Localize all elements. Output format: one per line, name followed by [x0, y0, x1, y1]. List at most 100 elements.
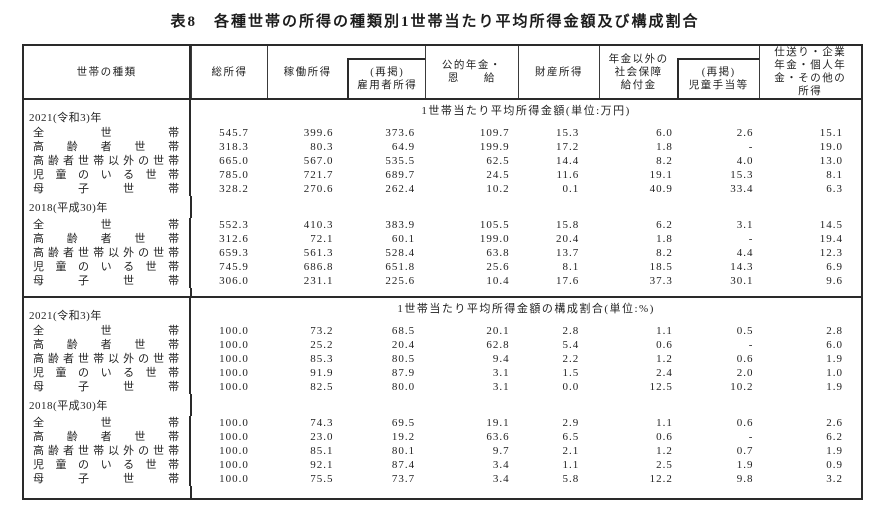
value-cell: 100.0 [219, 353, 249, 365]
column-header-public-pension: 公的年金・ 恩 給 [425, 46, 518, 98]
household-type-label: 高齢者世帯 [24, 140, 192, 154]
section-ratio: 2021(令和3)年 1世帯当たり平均所得金額の構成割合(単位:%) 全世帯 10… [24, 296, 861, 498]
column-header-earned-income: 稼働所得 [266, 46, 348, 98]
value-cell: 665.0 [219, 155, 249, 167]
column-header-total-income: 総所得 [191, 46, 267, 98]
household-type-label: 児童のいる世帯 [24, 260, 192, 274]
value-cell: 87.9 [391, 367, 416, 379]
household-type-label: 母子世帯 [24, 380, 192, 394]
value-cell: 651.8 [385, 261, 416, 273]
value-cell: 6.0 [826, 339, 843, 351]
household-type-label: 母子世帯 [24, 182, 192, 196]
value-cell: 2.1 [562, 445, 580, 457]
value-cell: 306.0 [219, 275, 249, 287]
value-cell: 12.3 [819, 247, 843, 259]
value-cell: 9.4 [492, 353, 510, 365]
household-type-label: 高齢者世帯以外の世帯 [24, 246, 192, 260]
value-cell: 25.6 [486, 261, 510, 273]
value-cell: 100.0 [219, 445, 249, 457]
spacer [24, 288, 861, 296]
value-cell: 0.6 [736, 417, 754, 429]
value-cell: 80.5 [391, 353, 416, 365]
value-cell: 2.6 [736, 127, 754, 139]
household-type-label: 母子世帯 [24, 472, 192, 486]
value-cell: 24.5 [486, 169, 510, 181]
household-type-label: 母子世帯 [24, 274, 192, 288]
household-type-label: 高齢者世帯 [24, 430, 192, 444]
household-type-label: 児童のいる世帯 [24, 168, 192, 182]
household-type-label: 高齢者世帯以外の世帯 [24, 444, 192, 458]
section-band: 2021(令和3)年 1世帯当たり平均所得金額(単位:万円) [24, 100, 861, 126]
table-row: 母子世帯 306.0 231.1 225.6 10.4 17.6 37.3 30.1 9.6 [24, 274, 861, 288]
value-cell: 0.9 [826, 459, 843, 471]
value-cell: 10.2 [730, 381, 754, 393]
value-cell: 92.1 [310, 459, 334, 471]
value-cell: 689.7 [385, 169, 416, 181]
document-title: 表8 各種世帯の所得の種類別1世帯当たり平均所得金額及び構成割合 [170, 14, 700, 30]
table-row: 母子世帯 100.0 82.5 80.0 3.1 0.0 12.5 10.2 1.9 [24, 380, 861, 394]
row-group-2018-ratio: 全世帯 100.0 74.3 69.5 19.1 2.9 1.1 0.6 2.6 高齢者世帯 100… [24, 416, 861, 486]
table-row: 高齢者世帯以外の世帯 659.3 561.3 528.4 63.8 13.7 8.2 4.4 1… [24, 246, 861, 260]
value-cell: 13.0 [819, 155, 843, 167]
value-cell: 552.3 [219, 219, 249, 231]
value-cell: 1.9 [826, 445, 843, 457]
table-row: 高齢者世帯以外の世帯 100.0 85.3 80.5 9.4 2.2 1.2 0.6 1.9 [24, 352, 861, 366]
table-row: 全世帯 100.0 73.2 68.5 20.1 2.8 1.1 0.5 2.8 [24, 324, 861, 338]
value-cell: 399.6 [303, 127, 334, 139]
year-label: 2021(令和3)年 [29, 112, 102, 124]
value-cell: 0.6 [736, 353, 754, 365]
household-type-label: 児童のいる世帯 [24, 458, 192, 472]
value-cell: 8.2 [656, 247, 673, 259]
value-cell: 567.0 [303, 155, 334, 167]
value-cell: 373.6 [385, 127, 416, 139]
value-cell: 64.9 [391, 141, 416, 153]
value-cell: 6.3 [826, 183, 843, 195]
value-cell: - [748, 141, 754, 153]
value-cell: 9.8 [736, 473, 754, 485]
value-cell: 80.1 [391, 445, 416, 457]
year-row: 2018(平成30)年 [24, 196, 861, 218]
value-cell: 328.2 [219, 183, 249, 195]
value-cell: 8.1 [562, 261, 580, 273]
value-cell: 1.8 [656, 141, 673, 153]
row-group-2021-ratio: 全世帯 100.0 73.2 68.5 20.1 2.8 1.1 0.5 2.8 高齢者世帯 100… [24, 324, 861, 394]
value-cell: 8.1 [826, 169, 843, 181]
value-cell: 383.9 [385, 219, 416, 231]
value-cell: 262.4 [385, 183, 416, 195]
value-cell: 13.7 [556, 247, 580, 259]
value-cell: 19.1 [649, 169, 673, 181]
value-cell: 20.4 [556, 233, 580, 245]
value-cell: 2.8 [562, 325, 580, 337]
value-cell: 0.6 [656, 339, 673, 351]
value-cell: 18.5 [649, 261, 673, 273]
table-row: 高齢者世帯以外の世帯 100.0 85.1 80.1 9.7 2.1 1.2 0.7 1.9 [24, 444, 861, 458]
year-label: 2021(令和3)年 [29, 310, 102, 322]
value-cell: 12.5 [649, 381, 673, 393]
value-cell: 19.2 [391, 431, 416, 443]
value-cell: 1.2 [656, 353, 673, 365]
value-cell: 10.2 [486, 183, 510, 195]
value-cell: 19.4 [819, 233, 843, 245]
value-cell: 17.6 [556, 275, 580, 287]
value-cell: 12.2 [649, 473, 673, 485]
table-row: 高齢者世帯 100.0 25.2 20.4 62.8 5.4 0.6 - 6.0 [24, 338, 861, 352]
section-title: 1世帯当たり平均所得金額(単位:万円) [421, 105, 631, 117]
value-cell: 225.6 [385, 275, 416, 287]
value-cell: 6.0 [656, 127, 673, 139]
value-cell: 9.7 [492, 445, 510, 457]
value-cell: 105.5 [479, 219, 510, 231]
value-cell: 561.3 [303, 247, 334, 259]
value-cell: 30.1 [730, 275, 754, 287]
value-cell: 91.9 [310, 367, 334, 379]
value-cell: 3.1 [492, 381, 510, 393]
value-cell: 1.0 [826, 367, 843, 379]
value-cell: 5.4 [562, 339, 580, 351]
value-cell: 3.4 [492, 473, 510, 485]
value-cell: 1.8 [656, 233, 673, 245]
value-cell: 2.0 [736, 367, 754, 379]
value-cell: 0.1 [562, 183, 580, 195]
value-cell: 4.0 [736, 155, 754, 167]
value-cell: 40.9 [649, 183, 673, 195]
section-amount: 2021(令和3)年 1世帯当たり平均所得金額(単位:万円) 全世帯 545.7 3… [24, 100, 861, 296]
